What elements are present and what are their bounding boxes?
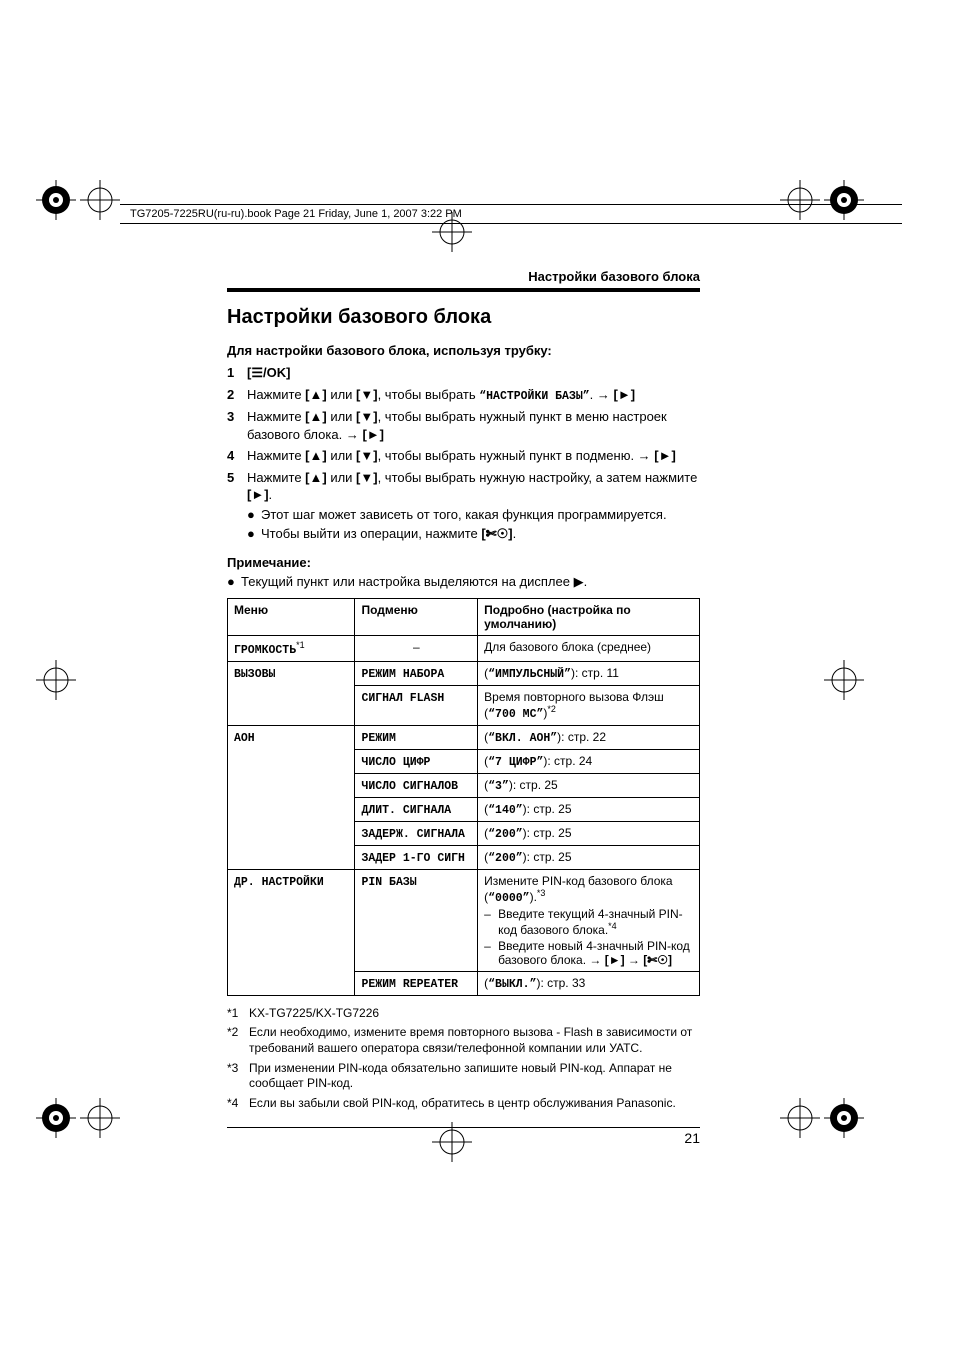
footnote-item: *2Если необходимо, измените время повтор… <box>227 1025 700 1056</box>
step-sub-text: Чтобы выйти из операции, нажмите [✄☉]. <box>261 525 516 543</box>
section-title: Настройки базового блока <box>227 306 700 329</box>
page-footer: 21 <box>227 1127 700 1146</box>
intro-text: Для настройки базового блока, используя … <box>227 343 700 358</box>
step-item: 4Нажмите [▲] или [▼], чтобы выбрать нужн… <box>227 447 700 465</box>
footnote-text: Если вы забыли свой PIN-код, обратитесь … <box>249 1096 676 1112</box>
cell-detail: (“ВЫКЛ.”): стр. 33 <box>478 971 700 995</box>
cell-detail: (“140”): стр. 25 <box>478 797 700 821</box>
footnote-text: Если необходимо, измените время повторно… <box>249 1025 700 1056</box>
footnote-item: *4Если вы забыли свой PIN-код, обратитес… <box>227 1096 700 1112</box>
footnote-marker: *1 <box>227 1006 249 1022</box>
step-sub-item: ●Этот шаг может зависеть от того, какая … <box>247 506 700 524</box>
step-sub-list: ●Этот шаг может зависеть от того, какая … <box>247 506 700 543</box>
registration-cross-icon <box>824 660 864 700</box>
registration-target-icon <box>824 1098 864 1138</box>
table-row: ВЫЗОВЫРЕЖИМ НАБОРА(“ИМПУЛЬСНЫЙ”): стр. 1… <box>228 661 700 685</box>
registration-cross-icon <box>80 1098 120 1138</box>
cell-submenu: PIN БАЗЫ <box>355 869 478 971</box>
step-body: [☰/OK] <box>247 364 700 382</box>
settings-table-body: ГРОМКОСТЬ*1–Для базового блока (среднее)… <box>228 635 700 995</box>
step-item: 1[☰/OK] <box>227 364 700 382</box>
step-body: Нажмите [▲] или [▼], чтобы выбрать “НАСТ… <box>247 386 700 405</box>
cell-detail: (“200”): стр. 25 <box>478 845 700 869</box>
registration-cross-icon <box>780 1098 820 1138</box>
note-heading: Примечание: <box>227 555 700 570</box>
footnote-text: KX-TG7225/KX-TG7226 <box>249 1006 379 1022</box>
steps-list: 1[☰/OK]2Нажмите [▲] или [▼], чтобы выбра… <box>227 364 700 545</box>
cell-detail: (“7 ЦИФР”): стр. 24 <box>478 749 700 773</box>
step-number: 4 <box>227 447 247 465</box>
footnote-marker: *4 <box>227 1096 249 1112</box>
cell-detail: Время повторного вызова Флэш (“700 МС”)*… <box>478 685 700 725</box>
bullet-icon: ● <box>247 506 261 524</box>
th-detail: Подробно (настройка по умолчанию) <box>478 598 700 635</box>
cell-menu: ДР. НАСТРОЙКИ <box>228 869 355 995</box>
note-item: ● Текущий пункт или настройка выделяются… <box>227 574 700 590</box>
footnote-item: *3При изменении PIN-кода обязательно зап… <box>227 1061 700 1092</box>
footnote-item: *1KX-TG7225/KX-TG7226 <box>227 1006 700 1022</box>
cell-submenu: РЕЖИМ <box>355 725 478 749</box>
page-content: Настройки базового блока Настройки базов… <box>227 269 700 1146</box>
cell-submenu: ЧИСЛО СИГНАЛОВ <box>355 773 478 797</box>
cell-submenu: РЕЖИМ REPEATER <box>355 971 478 995</box>
bullet-icon: ● <box>247 525 261 543</box>
table-row: ДР. НАСТРОЙКИPIN БАЗЫИзмените PIN-код ба… <box>228 869 700 971</box>
th-submenu: Подменю <box>355 598 478 635</box>
step-number: 3 <box>227 408 247 443</box>
step-item: 5Нажмите [▲] или [▼], чтобы выбрать нужн… <box>227 469 700 545</box>
cell-submenu: ДЛИТ. СИГНАЛА <box>355 797 478 821</box>
step-sub-item: ●Чтобы выйти из операции, нажмите [✄☉]. <box>247 525 700 543</box>
step-number: 1 <box>227 364 247 382</box>
registration-target-icon <box>36 1098 76 1138</box>
settings-table: Меню Подменю Подробно (настройка по умол… <box>227 598 700 996</box>
cell-detail: (“ВКЛ. АОН”): стр. 22 <box>478 725 700 749</box>
cell-detail: (“3”): стр. 25 <box>478 773 700 797</box>
registration-cross-icon <box>780 180 820 220</box>
registration-cross-icon <box>80 180 120 220</box>
step-body: Нажмите [▲] или [▼], чтобы выбрать нужны… <box>247 408 700 443</box>
cell-submenu: ЗАДЕРЖ. СИГНАЛА <box>355 821 478 845</box>
header-rule <box>227 288 700 292</box>
table-row: АОНРЕЖИМ(“ВКЛ. АОН”): стр. 22 <box>228 725 700 749</box>
cell-detail: Для базового блока (среднее) <box>478 635 700 661</box>
step-number: 5 <box>227 469 247 545</box>
footnote-text: При изменении PIN-кода обязательно запиш… <box>249 1061 700 1092</box>
cell-menu: АОН <box>228 725 355 869</box>
table-row: ГРОМКОСТЬ*1–Для базового блока (среднее) <box>228 635 700 661</box>
cell-detail: (“ИМПУЛЬСНЫЙ”): стр. 11 <box>478 661 700 685</box>
note-text: Текущий пункт или настройка выделяются н… <box>241 574 587 590</box>
registration-cross-icon <box>432 212 472 252</box>
page-number: 21 <box>684 1130 700 1146</box>
th-menu: Меню <box>228 598 355 635</box>
cell-detail: (“200”): стр. 25 <box>478 821 700 845</box>
step-body: Нажмите [▲] или [▼], чтобы выбрать нужны… <box>247 447 700 465</box>
step-item: 3Нажмите [▲] или [▼], чтобы выбрать нужн… <box>227 408 700 443</box>
cell-menu: ГРОМКОСТЬ*1 <box>228 635 355 661</box>
note-list: ● Текущий пункт или настройка выделяются… <box>227 574 700 590</box>
footnote-marker: *3 <box>227 1061 249 1092</box>
step-sub-text: Этот шаг может зависеть от того, какая ф… <box>261 506 667 524</box>
step-item: 2Нажмите [▲] или [▼], чтобы выбрать “НАС… <box>227 386 700 405</box>
running-head: Настройки базового блока <box>227 269 700 284</box>
step-body: Нажмите [▲] или [▼], чтобы выбрать нужну… <box>247 469 700 545</box>
cell-submenu: РЕЖИМ НАБОРА <box>355 661 478 685</box>
footnotes: *1KX-TG7225/KX-TG7226*2Если необходимо, … <box>227 1006 700 1112</box>
cell-submenu: ЗАДЕР 1-ГО СИГН <box>355 845 478 869</box>
bullet-icon: ● <box>227 574 241 590</box>
registration-target-icon <box>36 180 76 220</box>
cell-submenu: СИГНАЛ FLASH <box>355 685 478 725</box>
step-number: 2 <box>227 386 247 405</box>
cell-submenu: – <box>355 635 478 661</box>
registration-target-icon <box>824 180 864 220</box>
cell-detail: Измените PIN-код базового блока (“0000”)… <box>478 869 700 971</box>
cell-submenu: ЧИСЛО ЦИФР <box>355 749 478 773</box>
source-file-text: TG7205-7225RU(ru-ru).book Page 21 Friday… <box>130 208 462 220</box>
cell-menu: ВЫЗОВЫ <box>228 661 355 725</box>
footnote-marker: *2 <box>227 1025 249 1056</box>
registration-cross-icon <box>36 660 76 700</box>
